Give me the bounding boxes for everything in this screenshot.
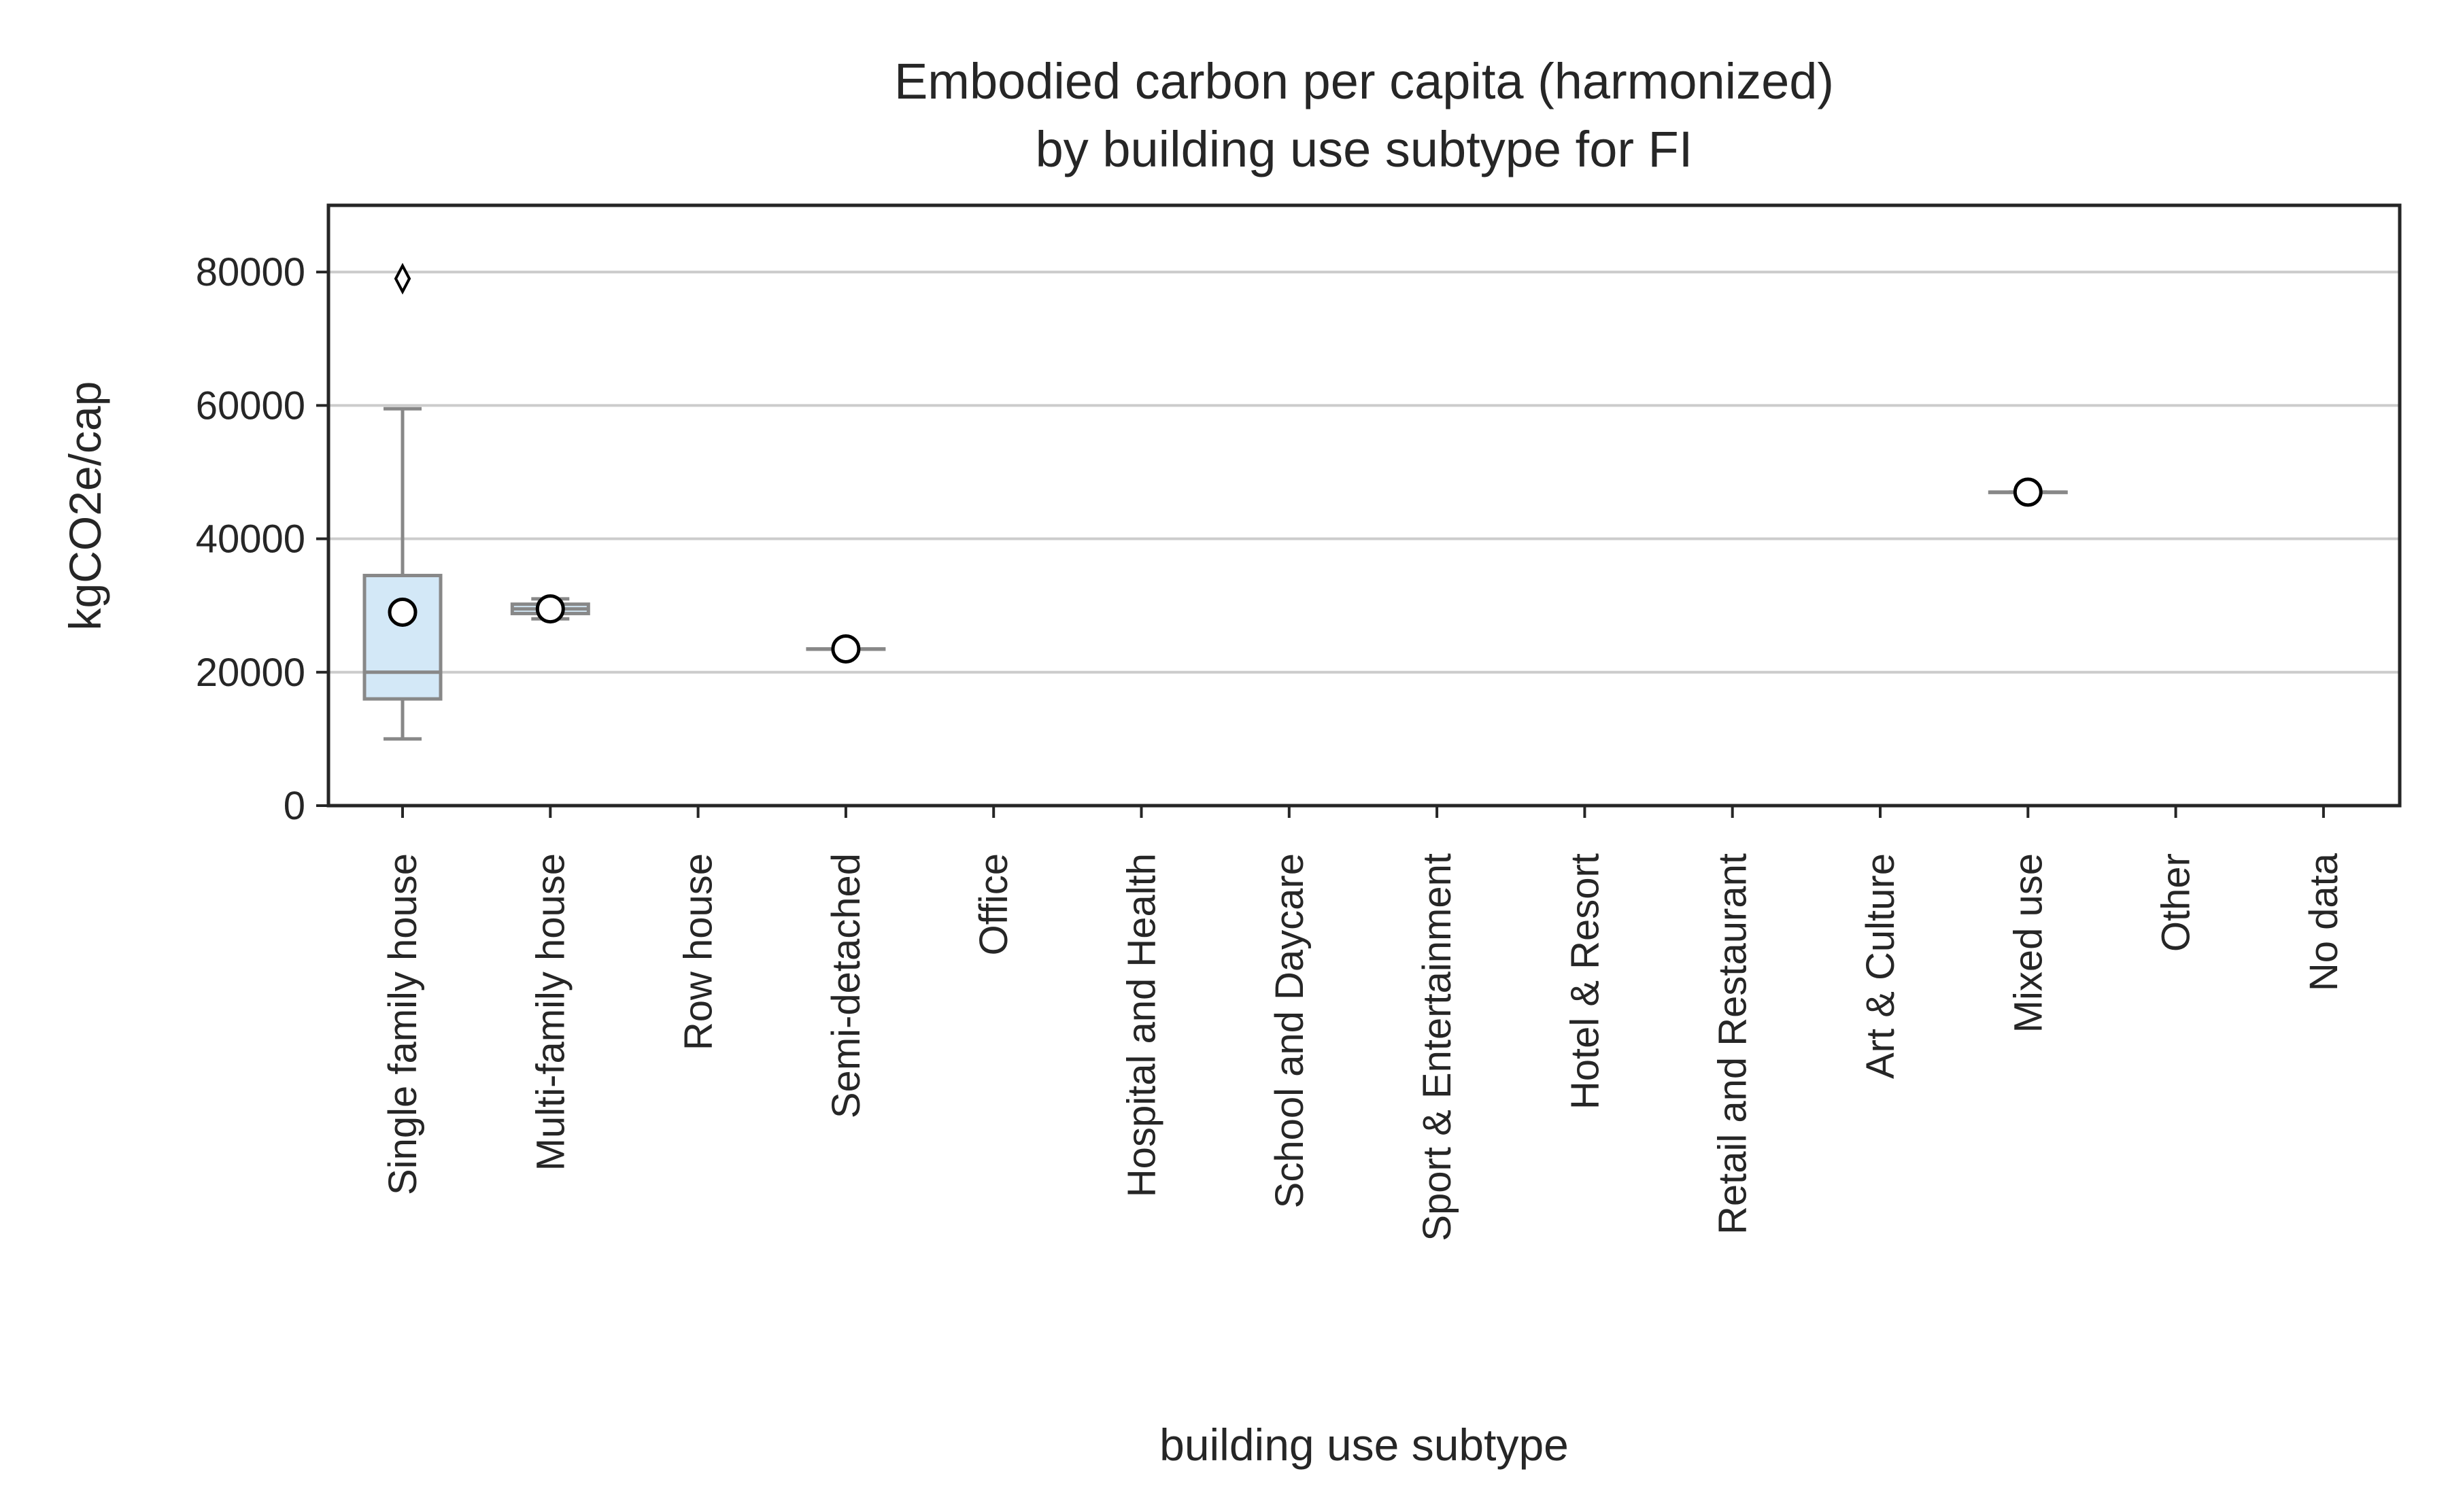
x-tick-label: Mixed use xyxy=(2006,853,2050,1033)
chart-title-line-2: by building use subtype for FI xyxy=(1036,121,1693,177)
y-axis-ticks: 0 20000 40000 60000 80000 xyxy=(196,250,328,828)
box-plot xyxy=(1988,477,2068,507)
x-tick-label: Row house xyxy=(677,853,721,1050)
mean-marker xyxy=(831,634,861,664)
y-tick-label: 80000 xyxy=(196,250,305,294)
x-tick-label: Hotel & Resort xyxy=(1563,853,1607,1110)
x-tick-label: Sport & Entertainment xyxy=(1415,853,1459,1241)
x-tick-label: Semi-detached xyxy=(824,853,868,1118)
x-tick-label: Multi-family house xyxy=(528,853,573,1171)
outlier-point xyxy=(394,262,411,295)
y-axis-label: kgCO2e/cap xyxy=(60,381,110,631)
mean-marker xyxy=(388,597,418,627)
x-tick-label: Art & Culture xyxy=(1858,853,1903,1079)
box-plot xyxy=(510,594,590,624)
box-iqr xyxy=(362,574,443,701)
box-plot xyxy=(362,262,443,741)
box-plot xyxy=(806,634,886,664)
box-plots xyxy=(362,262,2068,741)
y-tick-label: 60000 xyxy=(196,383,305,428)
x-tick-label: Single family house xyxy=(381,853,425,1195)
grid-lines xyxy=(328,271,2400,674)
x-axis-ticks: Single family house Multi-family house Row… xyxy=(381,806,2346,1241)
chart-title-line-1: Embodied carbon per capita (harmonized) xyxy=(894,53,1834,109)
x-tick-label: Hospital and Health xyxy=(1120,853,1164,1197)
x-tick-label: Office xyxy=(972,853,1016,955)
x-tick-label: Other xyxy=(2154,853,2198,952)
y-tick-label: 0 xyxy=(284,784,305,828)
mean-marker xyxy=(535,594,565,624)
x-tick-label: No data xyxy=(2302,853,2346,991)
x-tick-label: Retail and Restaurant xyxy=(1711,853,1755,1235)
mean-marker xyxy=(2013,477,2043,507)
y-tick-label: 40000 xyxy=(196,517,305,562)
plot-frame xyxy=(326,203,2402,808)
y-tick-label: 20000 xyxy=(196,651,305,695)
x-axis-label: building use subtype xyxy=(1159,1420,1569,1470)
x-tick-label: School and Daycare xyxy=(1268,853,1312,1208)
